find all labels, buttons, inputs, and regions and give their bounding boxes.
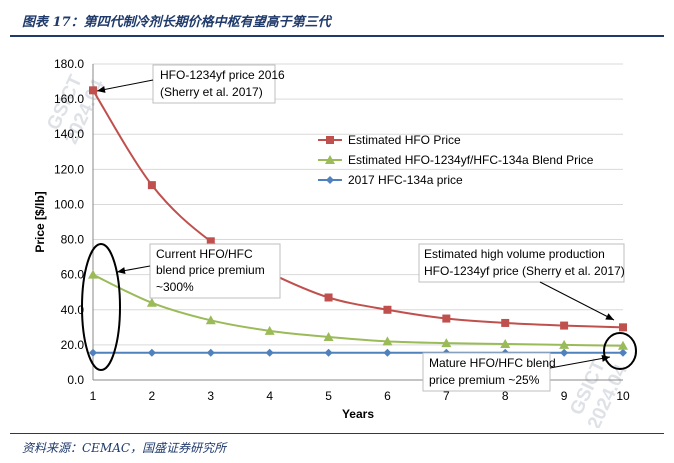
y-tick-label: 20.0 [61, 338, 85, 352]
annotation-arrow [96, 79, 154, 92]
annotation-arrowhead [97, 86, 106, 93]
annotation-text: Estimated high volume production [424, 247, 605, 261]
hfo-price-point [147, 181, 156, 190]
legend-label-hfc-134a-price: 2017 HFC-134a price [348, 173, 463, 187]
annotation-text: HFO-1234yf price (Sherry et al. 2017) [424, 264, 625, 278]
annotation-text: price premium ~25% [429, 373, 540, 387]
hfc-134a-price-point [619, 348, 627, 357]
highlight-ellipse-year10 [603, 332, 637, 370]
hfo-price-point [324, 293, 333, 302]
y-tick-label: 160.0 [54, 92, 84, 106]
blend-price-point [88, 269, 98, 279]
hfc-134a-price-point [147, 348, 156, 357]
source-note: 资料来源：CEMAC，国盛证券研究所 [22, 441, 227, 455]
blend-price-point [264, 325, 275, 335]
series-line-blend-price [92, 273, 624, 347]
series-line-hfo-price [92, 89, 624, 329]
annotation-box [418, 243, 625, 283]
series-layer [88, 86, 628, 357]
x-tick-label: 9 [561, 389, 568, 403]
y-tick-label: 40.0 [61, 303, 85, 317]
axes [92, 64, 623, 381]
annotation-callout: Mature HFO/HFC blend price premium ~25% [422, 352, 611, 392]
hfc-134a-price-point [265, 348, 274, 357]
figure-footer: 资料来源：CEMAC，国盛证券研究所 [0, 430, 674, 463]
hfo-price-point [619, 323, 627, 332]
x-tick-label: 3 [207, 389, 214, 403]
legend-hfo-price-point [326, 136, 334, 144]
annotation-box [152, 64, 276, 104]
y-tick-label: 0.0 [67, 373, 84, 387]
figure-header: 图表 17：第四代制冷剂长期价格中枢有望高于第三代 [0, 0, 674, 37]
y-tick-labels: 0.0 20.0 40.0 60.0 80.0 100.0 120.0 140.0 160.0 1… [54, 57, 84, 387]
annotation-text: blend price premium [156, 263, 265, 277]
blend-price-point [500, 339, 511, 349]
annotation-callout: Current HFO/HFC blend price premium ~300% [116, 243, 281, 299]
grid-lines [93, 63, 623, 346]
annotation-text: Current HFO/HFC [156, 247, 253, 261]
legend: Estimated HFO Price Estimated HFO-1234yf/… [318, 133, 594, 187]
hfo-price-point [501, 318, 510, 327]
annotation-arrowhead [117, 267, 126, 275]
annotation-box [149, 243, 281, 299]
y-tick-label: 120.0 [54, 162, 84, 176]
legend-blend-price-point [325, 155, 335, 164]
blend-price-point [382, 336, 393, 346]
annotation-text: Mature HFO/HFC blend [429, 356, 556, 370]
annotation-text: ~300% [156, 280, 194, 294]
hfo-price-point [206, 237, 215, 246]
x-tick-label: 10 [616, 389, 630, 403]
x-tick-labels: 1 2 3 4 5 6 7 8 9 10 [90, 389, 630, 403]
hfo-price-point [560, 321, 569, 330]
annotation-box [422, 352, 551, 392]
annotation-text: HFO-1234yf price 2016 [160, 68, 285, 82]
hfo-price-point [89, 86, 97, 95]
annotation-arrow [549, 356, 611, 369]
x-tick-label: 1 [90, 389, 97, 403]
annotation-text: (Sherry et al. 2017) [160, 85, 263, 99]
x-tick-label: 5 [325, 389, 332, 403]
blend-price-point [205, 315, 216, 325]
legend-hfc-134a-price-point [326, 176, 334, 184]
series-blend-price [88, 269, 628, 350]
blend-price-point [146, 297, 157, 307]
y-tick-label: 100.0 [54, 197, 84, 211]
x-tick-label: 8 [502, 389, 509, 403]
x-axis-label: Years [342, 407, 374, 421]
hfc-134a-price-point [560, 348, 569, 357]
x-tick-label: 6 [384, 389, 391, 403]
blend-price-point [559, 339, 570, 349]
y-tick-label: 60.0 [61, 268, 85, 282]
hfc-134a-price-point [89, 348, 97, 357]
title-divider [10, 35, 664, 37]
y-tick-label: 140.0 [54, 127, 84, 141]
annotation-callout: Estimated high volume production HFO-1234… [418, 243, 625, 321]
legend-label-blend-price: Estimated HFO-1234yf/HFC-134a Blend Pric… [348, 153, 594, 167]
hfc-134a-price-point [383, 348, 392, 357]
annotation-arrowhead [605, 313, 614, 320]
blend-price-point [323, 331, 334, 341]
blend-price-point [618, 340, 628, 350]
annotations: HFO-1234yf price 2016 (Sherry et al. 2017… [81, 64, 637, 392]
annotation-arrow [539, 281, 615, 321]
x-tick-label: 2 [149, 389, 156, 403]
highlight-ellipse-year1 [81, 243, 121, 371]
legend-label-hfo-price: Estimated HFO Price [348, 133, 461, 147]
figure-title: 图表 17：第四代制冷剂长期价格中枢有望高于第三代 [22, 15, 331, 30]
y-tick-label: 180.0 [54, 57, 84, 71]
blend-price-point [441, 338, 452, 348]
x-tick-label: 4 [266, 389, 273, 403]
y-axis-label: Price [$/lb] [33, 191, 47, 252]
hfo-price-point [383, 305, 392, 314]
annotation-callout: HFO-1234yf price 2016 (Sherry et al. 2017… [96, 64, 285, 104]
y-tick-label: 80.0 [61, 233, 85, 247]
footer-divider [10, 433, 664, 434]
x-tick-label: 7 [443, 389, 450, 403]
hfo-price-point [442, 314, 451, 323]
hfc-134a-price-point [324, 348, 333, 357]
hfc-134a-price-point [206, 348, 215, 357]
